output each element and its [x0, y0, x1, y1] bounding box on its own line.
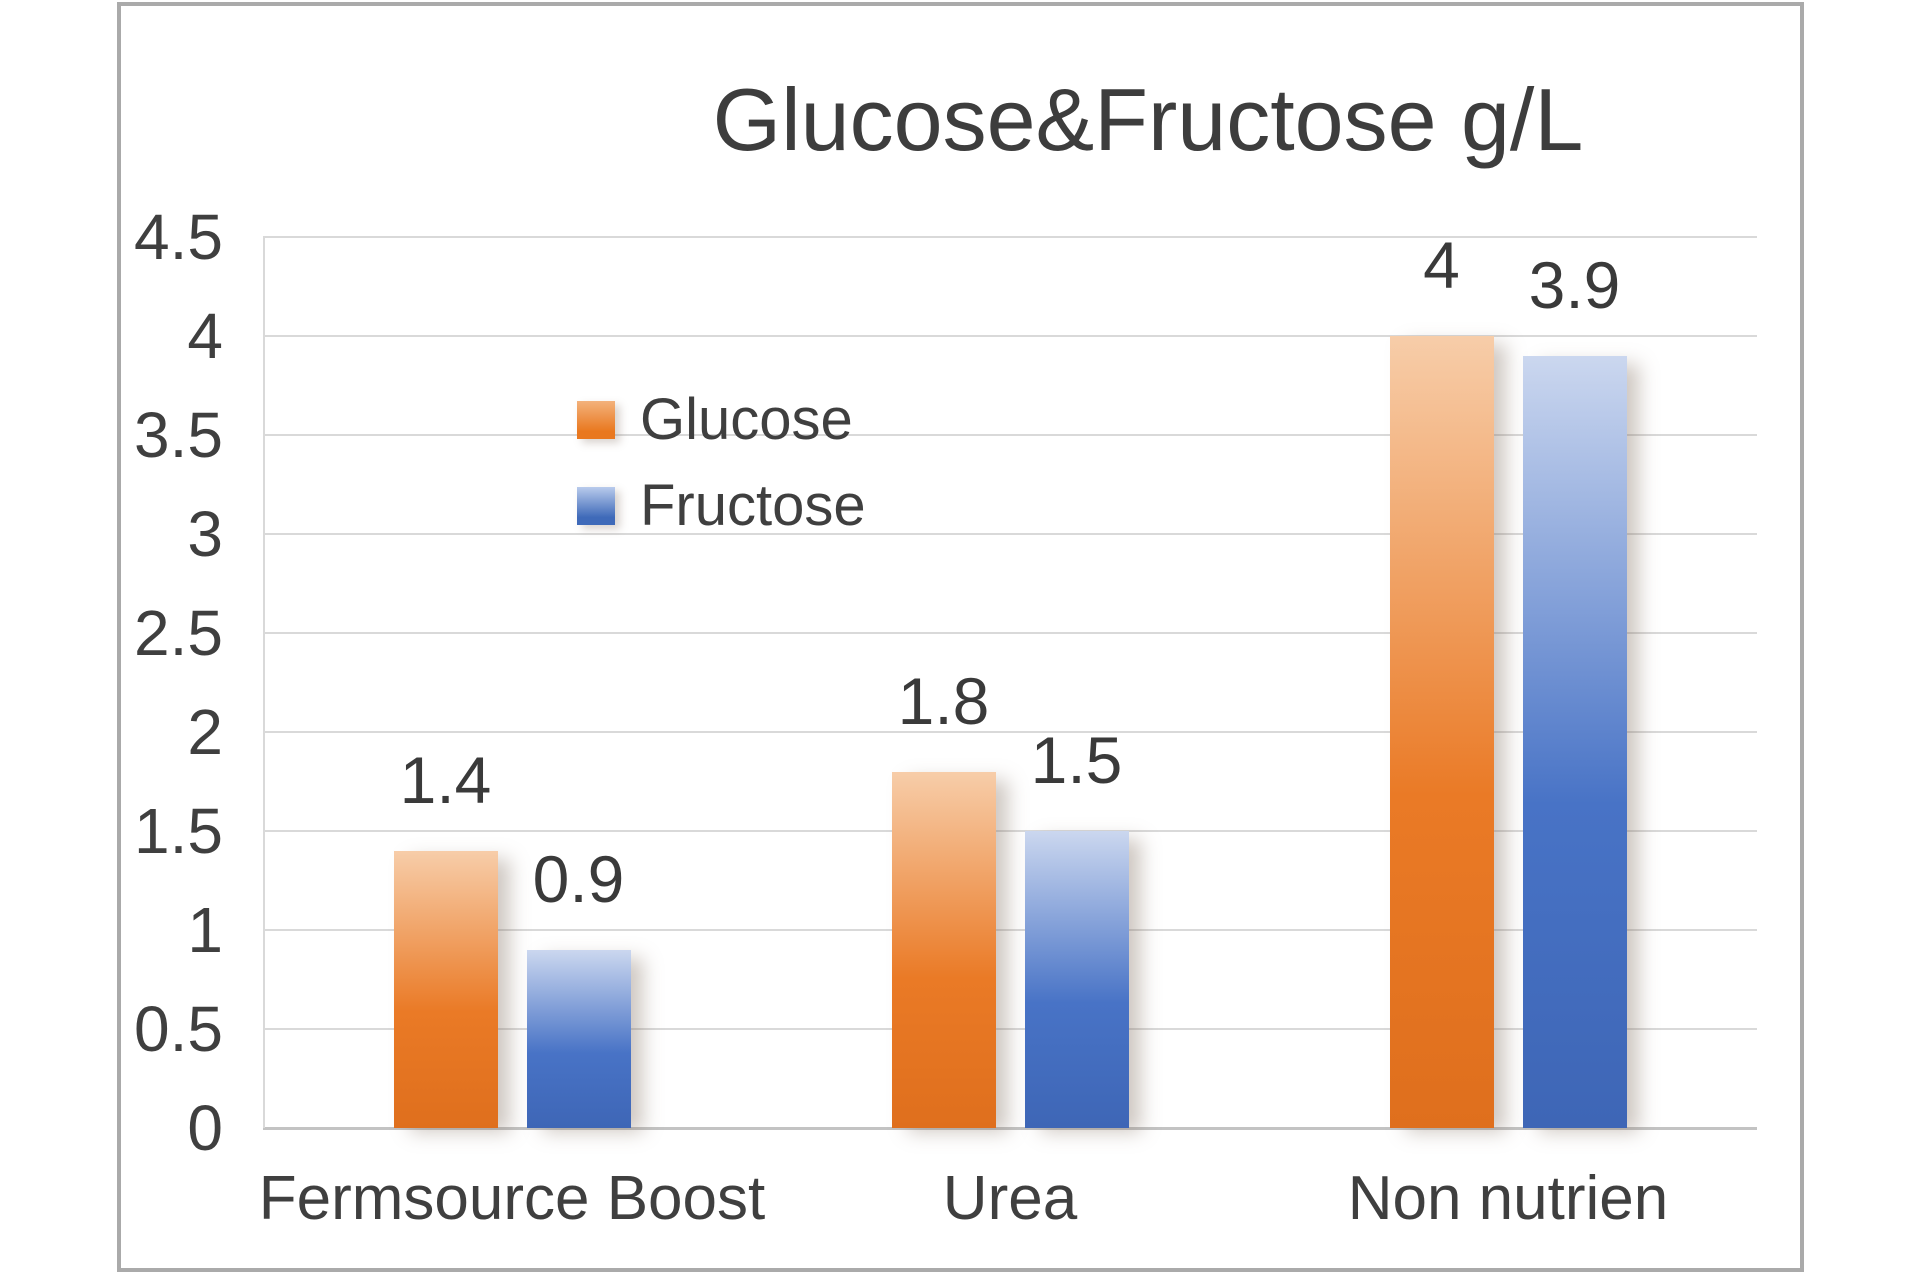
y-axis-tick-label: 1.5 [134, 795, 223, 867]
data-label: 4 [1423, 228, 1460, 302]
y-axis-tick-label: 0 [187, 1092, 223, 1164]
x-axis-category-label: Urea [942, 1164, 1078, 1233]
y-axis-line [263, 237, 265, 1128]
y-axis-tick-label: 4 [187, 300, 223, 372]
x-axis-category-label: Fermsource Boost [258, 1164, 766, 1233]
legend-item-fructose[interactable]: Fructose [577, 477, 866, 535]
legend-label: Fructose [640, 473, 866, 538]
bar-fructose-1[interactable] [526, 949, 631, 1128]
data-label: 0.9 [532, 841, 625, 916]
gridline-y-0 [263, 1127, 1757, 1130]
data-label: 3.9 [1528, 247, 1621, 322]
chart-title: Glucose&Fructose g/L [712, 70, 1584, 169]
bar-fructose-3[interactable] [1522, 355, 1627, 1128]
bar-glucose-3[interactable] [1389, 336, 1494, 1128]
legend-swatch-icon [577, 401, 615, 439]
gridline-y-1.5 [263, 830, 1757, 832]
y-axis-tick-label: 2.5 [134, 597, 223, 669]
gridline-y-4 [263, 335, 1757, 337]
bar-fructose-2[interactable] [1024, 831, 1129, 1128]
x-axis-category-label: Non nutrien [1347, 1164, 1669, 1233]
data-label: 1.4 [399, 742, 492, 817]
y-axis-tick-label: 4.5 [134, 201, 223, 273]
gridline-y-2 [263, 731, 1757, 733]
gridline-y-3.5 [263, 434, 1757, 436]
gridline-y-3 [263, 533, 1757, 535]
legend-swatch-icon [577, 487, 615, 525]
y-axis-tick-label: 3.5 [134, 399, 223, 471]
y-axis-tick-label: 2 [187, 696, 223, 768]
legend-label: Glucose [640, 387, 853, 452]
gridline-y-0.5 [263, 1028, 1757, 1030]
gridline-y-2.5 [263, 632, 1757, 634]
data-label: 1.5 [1030, 723, 1123, 797]
bar-glucose-1[interactable] [393, 850, 498, 1128]
y-axis-tick-label: 3 [187, 498, 223, 570]
bar-glucose-2[interactable] [891, 771, 996, 1128]
y-axis-tick-label: 0.5 [134, 993, 223, 1065]
legend-item-glucose[interactable]: Glucose [577, 391, 853, 449]
data-label: 1.8 [897, 663, 990, 738]
y-axis-tick-label: 1 [187, 894, 223, 966]
gridline-y-4.5 [263, 236, 1757, 238]
gridline-y-1 [263, 929, 1757, 931]
